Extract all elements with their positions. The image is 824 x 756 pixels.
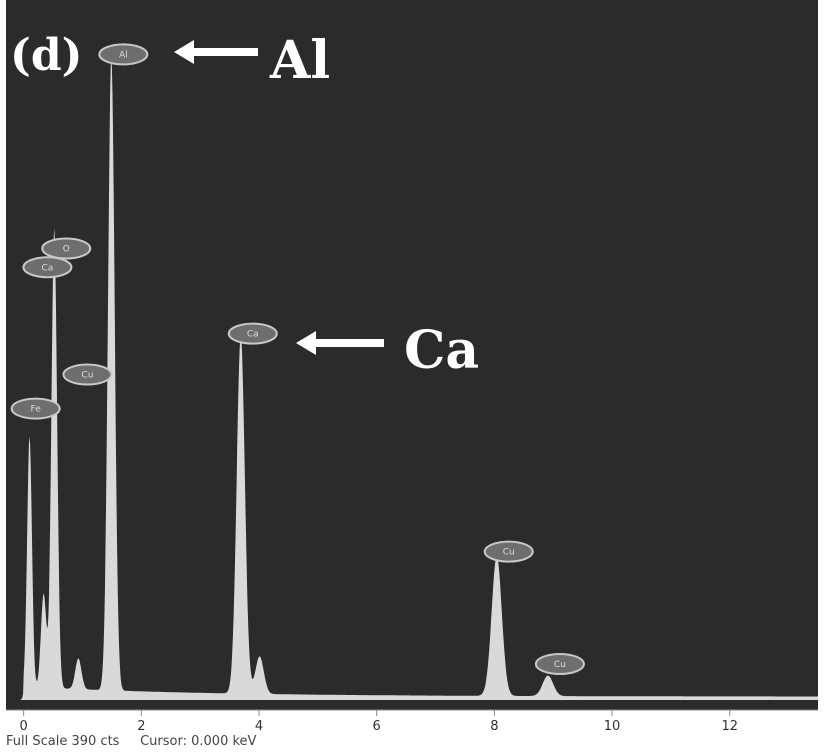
peak-label-badge	[41, 237, 92, 260]
peak-label-badge	[227, 322, 278, 345]
x-tick-layer: 0 2 4 6 8 10 12	[20, 710, 738, 734]
peak-label-cu: Cu	[483, 540, 534, 563]
callout-label-ca: Ca	[404, 320, 479, 381]
x-tick-label: 4	[255, 719, 263, 734]
callout-label-al: Al	[269, 30, 330, 91]
peak-label-text: Fe	[31, 405, 42, 415]
panel-label: (d)	[10, 30, 82, 81]
peak-label-badge	[22, 256, 73, 279]
arrow-left-icon	[296, 331, 384, 355]
peak-label-o: O	[41, 237, 92, 260]
x-axis: 0 2 4 6 8 10 12	[6, 709, 818, 734]
peak-label-fe: Fe	[10, 397, 61, 420]
peak-label-text: Cu	[81, 371, 93, 381]
x-tick-label: 10	[604, 719, 621, 734]
x-tick-label: 0	[20, 719, 28, 734]
peak-label-badge	[62, 363, 113, 386]
peak-label-badge	[10, 397, 61, 420]
x-tick-label: 6	[373, 719, 381, 734]
full-scale-readout: Full Scale 390 cts	[6, 734, 120, 749]
peak-label-ca: Ca	[227, 322, 278, 345]
peak-label-cu: Cu	[534, 652, 585, 675]
x-tick-label: 8	[490, 719, 498, 734]
peak-label-text: O	[63, 245, 70, 255]
peak-label-text: Al	[119, 50, 128, 60]
peak-label-cu: Cu	[62, 363, 113, 386]
x-tick-label: 12	[721, 719, 738, 734]
status-bar: Full Scale 390 cts Cursor: 0.000 keV	[6, 734, 818, 754]
peak-label-badge	[98, 43, 149, 66]
peak-label-text: Cu	[503, 548, 515, 558]
cursor-readout: Cursor: 0.000 keV	[140, 734, 257, 749]
peak-label-ca: Ca	[22, 256, 73, 279]
callout-al: Al	[174, 30, 330, 91]
peak-label-text: Ca	[42, 263, 54, 273]
peak-label-layer: Fe Ca O Cu Al Ca Cu Cu	[10, 43, 585, 675]
peak-label-al: Al	[98, 43, 149, 66]
peak-label-badge	[483, 540, 534, 563]
peak-label-text: Ca	[247, 330, 259, 340]
x-tick-label: 2	[137, 719, 145, 734]
arrow-left-icon	[174, 40, 258, 64]
eds-spectrum-panel: Fe Ca O Cu Al Ca Cu Cu (d) Al Ca	[6, 0, 818, 710]
peak-label-text: Cu	[554, 660, 566, 670]
peak-label-badge	[534, 652, 585, 675]
callout-ca: Ca	[296, 320, 479, 381]
eds-spectrum-chart: Fe Ca O Cu Al Ca Cu Cu (d) Al Ca	[6, 30, 818, 700]
